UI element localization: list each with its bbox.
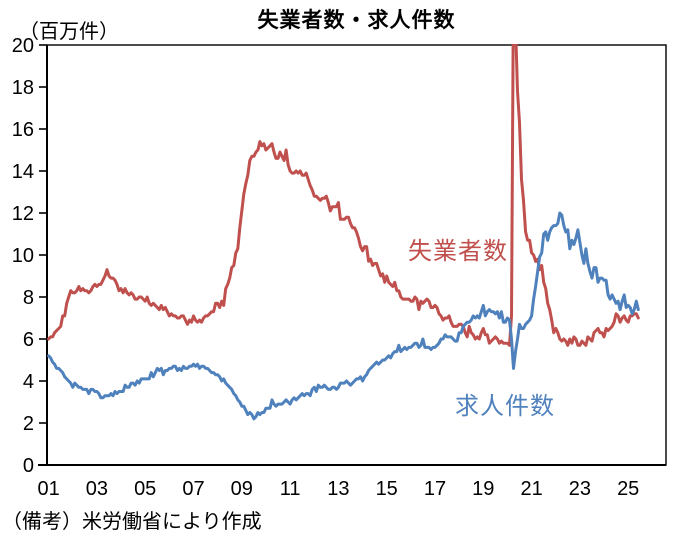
x-tick-label: 17 [424,478,446,500]
y-tick-label: 18 [12,77,34,99]
y-tick-label: 20 [12,35,34,57]
chart-title: 失業者数・求人件数 [257,9,456,32]
series-label-unemployed: 失業者数 [408,238,508,265]
x-tick-label: 19 [472,478,494,500]
series-line-unemployed [47,44,640,347]
y-tick-label: 8 [23,287,34,309]
y-tick-label: 12 [12,203,34,225]
x-tick-label: 11 [280,478,301,500]
x-tick-label: 21 [520,478,542,500]
y-tick-label: 2 [23,413,34,435]
x-tick-label: 07 [182,478,204,500]
x-tick-label: 09 [231,478,253,500]
series-label-openings: 求人件数 [455,393,555,420]
x-tick-label: 23 [569,478,591,500]
x-tick-label: 05 [134,478,156,500]
y-tick-label: 6 [23,329,34,351]
x-tick-label: 13 [327,478,349,500]
y-axis-unit-label: （百万件） [19,21,119,43]
plot-frame [46,44,667,466]
source-note: （備考）米労働省により作成 [2,511,262,533]
y-tick-label: 10 [12,245,34,267]
x-tick-label: 15 [376,478,398,500]
series-line-openings [47,211,640,421]
y-tick-label: 16 [12,119,34,141]
y-tick-label: 4 [23,371,34,393]
x-tick-label: 01 [37,478,59,500]
x-tick-label: 25 [617,478,639,500]
y-tick-label: 0 [23,455,34,477]
y-tick-label: 14 [12,161,34,183]
x-tick-label: 03 [86,478,108,500]
